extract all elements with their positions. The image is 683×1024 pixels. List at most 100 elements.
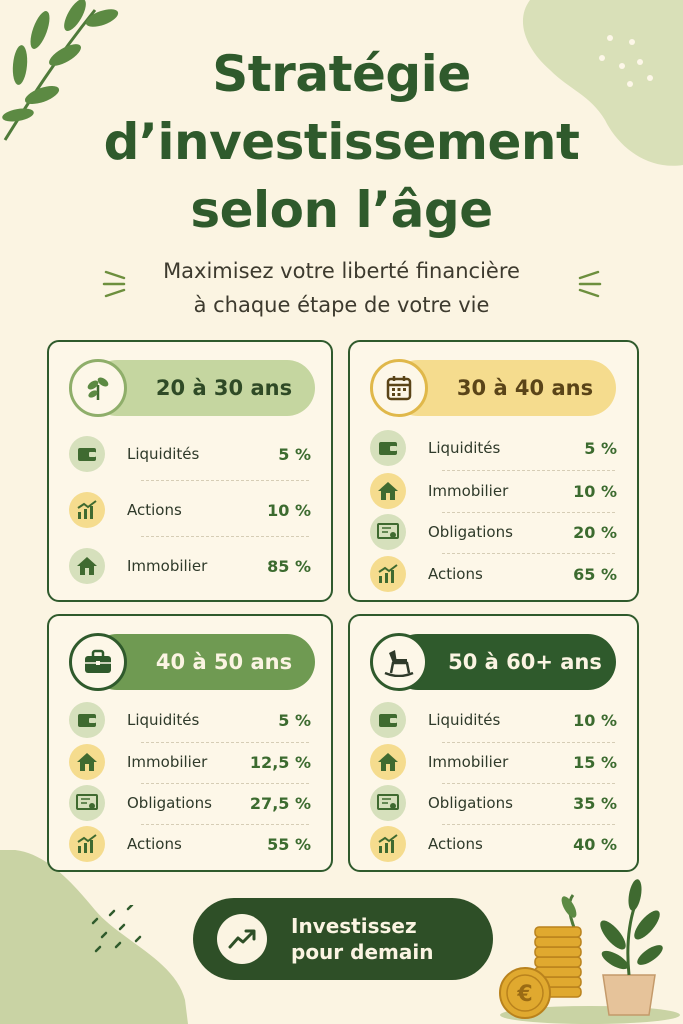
allocation-row: Immobilier 10 % — [370, 471, 617, 511]
certificate-icon — [370, 514, 406, 550]
house-icon — [69, 548, 105, 584]
row-divider — [442, 742, 615, 743]
chart-up-icon — [69, 492, 105, 528]
asset-value: 27,5 % — [249, 793, 311, 813]
row-divider — [442, 824, 615, 825]
allocation-row: Actions 55 % — [69, 824, 311, 864]
invest-cta-button[interactable]: Investissez pour demain — [193, 898, 493, 980]
asset-label: Immobilier — [428, 482, 509, 500]
asset-label: Liquidités — [428, 711, 501, 729]
title-line-1: Stratégie — [212, 45, 471, 103]
page-title: Stratégie d’investissement selon l’âge — [0, 40, 683, 244]
row-divider — [442, 783, 615, 784]
age-label: 20 à 30 ans — [155, 376, 293, 400]
row-divider — [141, 783, 309, 784]
asset-value: 40 % — [573, 834, 617, 854]
bottom-left-blob — [0, 850, 188, 1024]
row-divider — [141, 536, 309, 537]
chart-up-icon — [69, 826, 105, 862]
asset-label: Liquidités — [127, 445, 200, 463]
asset-value: 5 % — [278, 444, 311, 464]
allocation-row: Actions 40 % — [370, 824, 617, 864]
dots-decoration — [91, 905, 142, 953]
house-icon — [370, 744, 406, 780]
age-card-20-30: 20 à 30 ans Liquidités 5 % Actions 10 % … — [47, 340, 333, 602]
asset-value: 5 % — [584, 438, 617, 458]
asset-label: Liquidités — [428, 439, 501, 457]
house-icon — [370, 473, 406, 509]
left-dashes-icon — [102, 270, 126, 298]
cta-line-2: pour demain — [291, 940, 434, 964]
asset-label: Liquidités — [127, 711, 200, 729]
allocation-row: Immobilier 12,5 % — [69, 742, 311, 782]
allocation-row: Liquidités 5 % — [69, 700, 311, 740]
asset-value: 12,5 % — [249, 752, 311, 772]
leaf-branch-icon — [2, 0, 119, 141]
subtitle-line-2: à chaque étape de votre vie — [193, 293, 490, 317]
wallet-icon — [370, 702, 406, 738]
allocation-row: Actions 10 % — [69, 490, 311, 530]
asset-value: 15 % — [573, 752, 617, 772]
allocation-row: Immobilier 15 % — [370, 742, 617, 782]
asset-value: 20 % — [573, 522, 617, 542]
title-line-2: d’investissement — [103, 113, 580, 171]
allocation-row: Actions 65 % — [370, 554, 617, 594]
age-label: 50 à 60+ ans — [448, 650, 602, 674]
allocation-row: Obligations 27,5 % — [69, 783, 311, 823]
sprout-icon — [69, 359, 127, 417]
allocation-row: Liquidités 10 % — [370, 700, 617, 740]
age-label: 40 à 50 ans — [155, 650, 293, 674]
chart-up-icon — [370, 556, 406, 592]
asset-label: Actions — [428, 835, 483, 853]
asset-value: 10 % — [573, 710, 617, 730]
rocking-horse-icon — [370, 633, 428, 691]
trend-up-icon — [217, 914, 267, 964]
wallet-icon — [69, 436, 105, 472]
wallet-icon — [69, 702, 105, 738]
asset-label: Immobilier — [127, 753, 208, 771]
asset-label: Obligations — [428, 794, 513, 812]
age-card-50-60: 50 à 60+ ans Liquidités 10 % Immobilier … — [348, 614, 639, 872]
age-card-40-50: 40 à 50 ans Liquidités 5 % Immobilier 12… — [47, 614, 333, 872]
subtitle-line-1: Maximisez votre liberté financière — [163, 259, 520, 283]
wallet-icon — [370, 430, 406, 466]
chart-up-icon — [370, 826, 406, 862]
asset-value: 85 % — [267, 556, 311, 576]
asset-value: 10 % — [267, 500, 311, 520]
subtitle: Maximisez votre liberté financière à cha… — [0, 254, 683, 322]
certificate-icon — [69, 785, 105, 821]
age-label: 30 à 40 ans — [456, 376, 594, 400]
asset-label: Actions — [428, 565, 483, 583]
allocation-row: Immobilier 85 % — [69, 546, 311, 586]
cta-line-1: Investissez — [291, 914, 417, 938]
row-divider — [442, 553, 615, 554]
asset-value: 10 % — [573, 481, 617, 501]
allocation-row: Liquidités 5 % — [370, 428, 617, 468]
house-icon — [69, 744, 105, 780]
asset-label: Immobilier — [428, 753, 509, 771]
row-divider — [141, 824, 309, 825]
allocation-row: Liquidités 5 % — [69, 434, 311, 474]
age-card-30-40: 30 à 40 ans Liquidités 5 % Immobilier 10… — [348, 340, 639, 602]
row-divider — [442, 512, 615, 513]
asset-label: Actions — [127, 835, 182, 853]
row-divider — [442, 470, 615, 471]
top-right-blob — [522, 0, 683, 166]
calendar-icon — [370, 359, 428, 417]
asset-value: 65 % — [573, 564, 617, 584]
asset-label: Obligations — [428, 523, 513, 541]
asset-value: 5 % — [278, 710, 311, 730]
asset-value: 35 % — [573, 793, 617, 813]
allocation-row: Obligations 35 % — [370, 783, 617, 823]
svg-text:€: € — [516, 982, 532, 1007]
right-dashes-icon — [578, 270, 602, 298]
allocation-row: Obligations 20 % — [370, 512, 617, 552]
asset-label: Actions — [127, 501, 182, 519]
title-line-3: selon l’âge — [190, 181, 493, 239]
asset-value: 55 % — [267, 834, 311, 854]
certificate-icon — [370, 785, 406, 821]
row-divider — [141, 480, 309, 481]
coins-plant-illustration: € — [499, 879, 680, 1024]
cta-label: Investissez pour demain — [291, 913, 433, 965]
asset-label: Immobilier — [127, 557, 208, 575]
